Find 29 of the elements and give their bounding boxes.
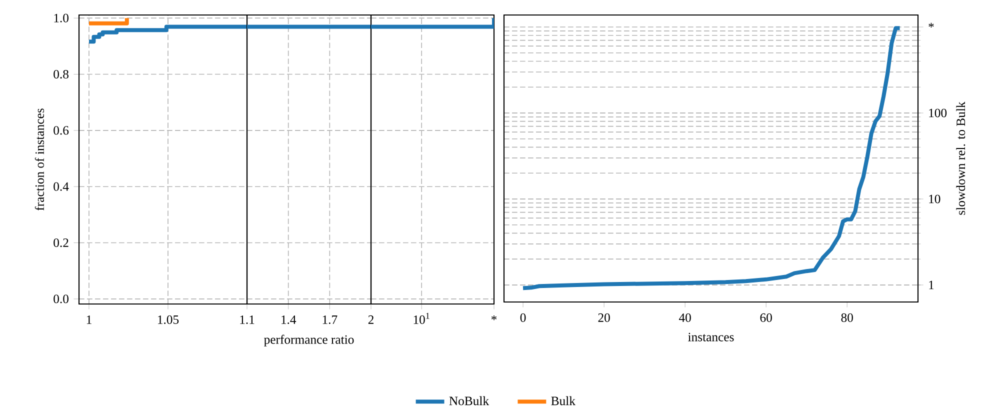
x-tick-label: 20 — [598, 313, 610, 322]
legend-label: Bulk — [551, 396, 576, 405]
x-tick-label: 80 — [841, 313, 853, 322]
y-axis-title: fraction of instances — [34, 108, 44, 210]
y-tick-label: * — [928, 22, 934, 28]
x-axis-title: performance ratio — [264, 334, 354, 346]
x-tick-label: 2 — [368, 315, 374, 324]
x-tick-label: 60 — [760, 313, 772, 322]
x-tick-label: 10$^{1}$ — [414, 312, 430, 324]
y-tick-label: 0.2 — [54, 238, 68, 247]
x-tick-label: 1.4 — [282, 315, 296, 324]
x-tick-label: 1 — [86, 315, 92, 324]
y-tick-label: 0.0 — [54, 294, 68, 304]
x-tick-label: * — [491, 315, 497, 320]
x-tick-label: 1.1 — [240, 315, 254, 324]
x-axis-title: instances — [688, 332, 734, 342]
y-tick-label: 1.0 — [54, 14, 68, 22]
y-tick-label: 0.4 — [54, 182, 69, 191]
x-tick-label: 0 — [520, 313, 526, 322]
legend-label: NoBulk — [449, 396, 490, 405]
y-tick-label: 10 — [929, 194, 940, 204]
y-axis-title: slowdown rel. to Bulk — [956, 101, 966, 215]
y-tick-label: 0.8 — [54, 70, 68, 78]
y-tick-label: 0.6 — [54, 126, 69, 135]
x-tick-label: 1.7 — [322, 315, 338, 324]
y-tick-label: 1 — [929, 280, 934, 289]
x-tick-label: 40 — [678, 313, 691, 322]
y-tick-label: 100 — [929, 108, 947, 118]
x-tick-label: 1.05 — [158, 315, 179, 324]
